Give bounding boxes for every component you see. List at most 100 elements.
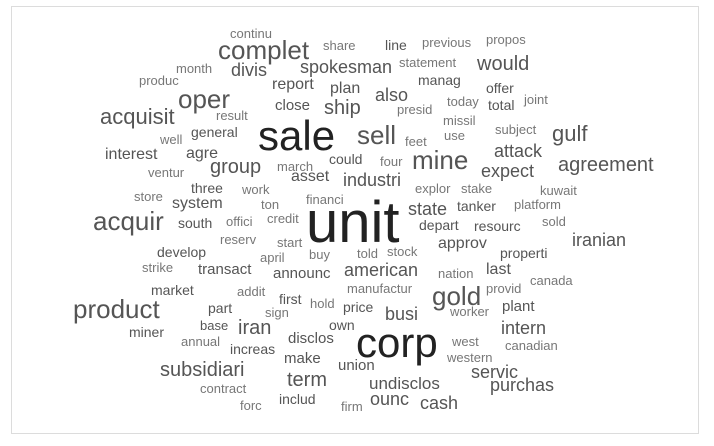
- cloud-word: product: [73, 294, 160, 324]
- cloud-word: offer: [486, 80, 514, 96]
- cloud-word: financi: [306, 192, 344, 207]
- cloud-word: west: [452, 334, 479, 349]
- cloud-word: told: [357, 246, 378, 261]
- cloud-word: group: [210, 156, 262, 178]
- cloud-word: union: [338, 357, 375, 374]
- cloud-word: work: [242, 182, 270, 197]
- cloud-word: plant: [502, 298, 535, 315]
- cloud-word: mine: [412, 145, 469, 175]
- cloud-word: total: [488, 97, 515, 113]
- cloud-word: feet: [405, 134, 427, 149]
- cloud-word: depart: [419, 217, 459, 233]
- cloud-word: western: [447, 350, 493, 365]
- cloud-word: produc: [139, 73, 179, 88]
- cloud-word: could: [329, 151, 363, 167]
- cloud-word: worker: [450, 304, 490, 319]
- cloud-word: spokesman: [300, 57, 393, 77]
- cloud-word: system: [172, 195, 223, 212]
- cloud-word: hold: [310, 296, 335, 311]
- cloud-word: would: [477, 53, 530, 75]
- cloud-word: four: [380, 154, 403, 169]
- cloud-word: iran: [238, 317, 272, 339]
- cloud-word: stake: [461, 181, 493, 196]
- cloud-word: own: [329, 317, 355, 333]
- cloud-word: develop: [157, 244, 207, 260]
- cloud-word: asset: [291, 168, 330, 185]
- cloud-word: canada: [530, 273, 573, 288]
- cloud-word: offici: [226, 214, 253, 229]
- cloud-word: canadian: [505, 338, 558, 353]
- cloud-word: oper: [178, 84, 231, 114]
- cloud-word: store: [134, 189, 163, 204]
- word-cloud: [11, 6, 699, 434]
- cloud-word: missil: [443, 113, 476, 128]
- cloud-word: ventur: [148, 165, 185, 180]
- cloud-word: start: [277, 235, 303, 250]
- cloud-word: april: [260, 250, 285, 265]
- cloud-word: miner: [129, 324, 165, 340]
- cloud-word: acquisit: [100, 104, 175, 129]
- cloud-word: gulf: [552, 121, 588, 146]
- cloud-word: expect: [481, 161, 535, 181]
- cloud-word: strike: [142, 260, 174, 275]
- cloud-word: subject: [495, 122, 537, 137]
- cloud-word: explor: [415, 181, 451, 196]
- cloud-word: sell: [357, 120, 397, 150]
- cloud-word: plan: [330, 80, 361, 97]
- cloud-word: agreement: [558, 154, 654, 176]
- cloud-word: continu: [230, 26, 272, 41]
- cloud-word: also: [375, 85, 409, 105]
- cloud-word: state: [408, 199, 448, 219]
- cloud-word: three: [191, 180, 223, 196]
- cloud-word: share: [323, 38, 356, 53]
- cloud-word: unit: [306, 190, 400, 255]
- cloud-word: line: [385, 37, 407, 53]
- cloud-word: sold: [542, 214, 566, 229]
- cloud-word: march: [277, 159, 314, 174]
- cloud-word: complet: [218, 35, 310, 65]
- cloud-word: close: [275, 97, 311, 114]
- cloud-word: sign: [265, 305, 289, 320]
- cloud-word: contract: [200, 381, 247, 396]
- cloud-word: ounc: [370, 389, 410, 409]
- cloud-word: manufactur: [347, 281, 413, 296]
- cloud-word: buy: [309, 247, 330, 262]
- cloud-word: american: [344, 260, 419, 280]
- cloud-word: announc: [273, 265, 331, 282]
- cloud-word: nation: [438, 266, 474, 281]
- cloud-word: report: [272, 76, 314, 93]
- cloud-word: transact: [198, 261, 252, 278]
- cloud-word: subsidiari: [160, 359, 245, 381]
- cloud-word: term: [287, 369, 327, 391]
- cloud-word: make: [284, 350, 321, 367]
- cloud-word: general: [191, 124, 238, 140]
- cloud-word: firm: [341, 399, 363, 414]
- cloud-word: properti: [500, 245, 548, 261]
- cloud-word: base: [200, 318, 229, 333]
- cloud-word: acquir: [93, 206, 164, 236]
- cloud-word: increas: [230, 341, 276, 357]
- cloud-word: industri: [343, 170, 402, 190]
- cloud-word: intern: [501, 318, 547, 338]
- cloud-word: price: [343, 299, 374, 315]
- cloud-word: last: [486, 261, 511, 278]
- cloud-word: addit: [237, 284, 266, 299]
- cloud-word: annual: [181, 334, 221, 349]
- cloud-word: market: [151, 282, 194, 298]
- cloud-word: provid: [486, 281, 522, 296]
- cloud-word: propos: [486, 32, 526, 47]
- cloud-word: divis: [231, 60, 268, 80]
- cloud-word: stock: [387, 244, 418, 259]
- cloud-word: approv: [438, 235, 487, 252]
- cloud-word: month: [176, 61, 213, 76]
- cloud-word: ship: [324, 97, 361, 119]
- cloud-word: presid: [397, 102, 433, 117]
- cloud-word: agre: [186, 145, 219, 162]
- cloud-word: iranian: [572, 230, 627, 250]
- cloud-word: manag: [418, 72, 461, 88]
- cloud-word: part: [208, 300, 233, 316]
- cloud-word: first: [279, 291, 302, 307]
- cloud-word: resourc: [474, 218, 521, 234]
- cloud-word: servic: [471, 362, 519, 382]
- cloud-word: previous: [422, 35, 472, 50]
